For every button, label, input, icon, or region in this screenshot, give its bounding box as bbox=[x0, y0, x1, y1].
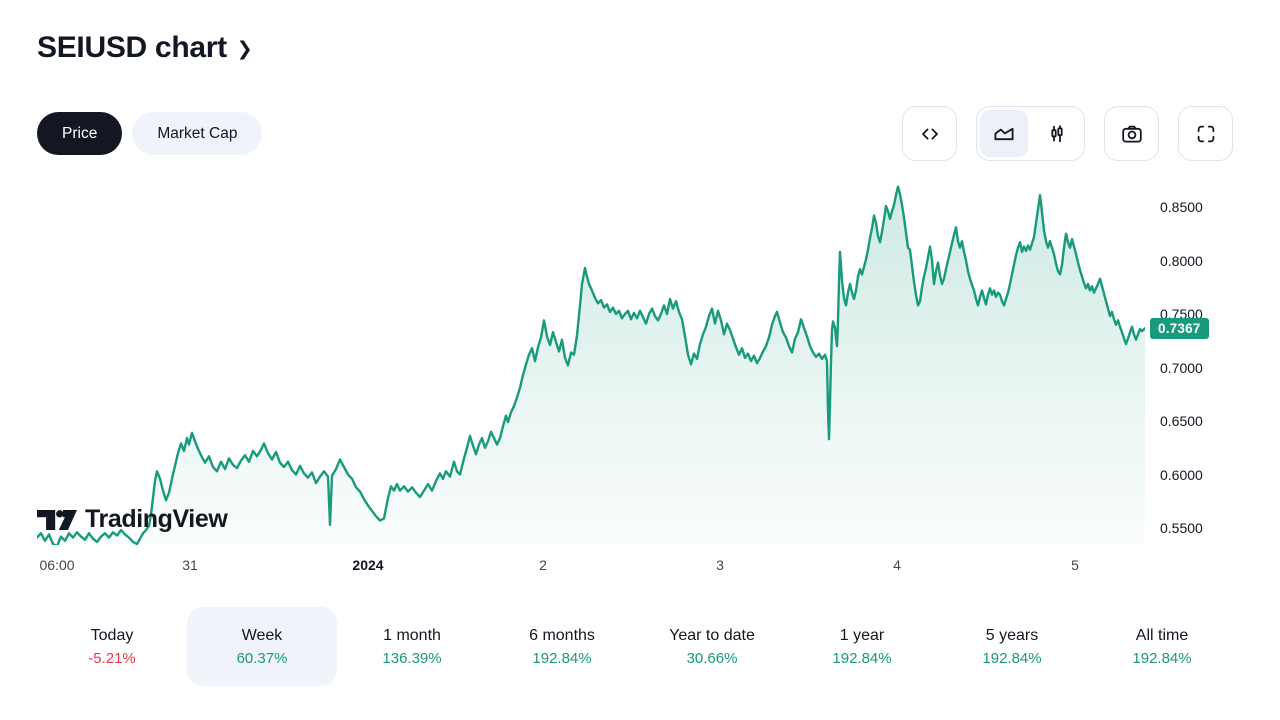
page-title: SEIUSD chart bbox=[37, 31, 227, 64]
chart-style-toggle bbox=[976, 106, 1085, 161]
time-axis-label: 4 bbox=[893, 557, 901, 573]
price-axis-label: 0.7000 bbox=[1160, 360, 1203, 376]
time-axis-label: 2 bbox=[539, 557, 547, 573]
range-change: 30.66% bbox=[686, 649, 738, 667]
chart-area: 0.8500 0.8000 0.7500 0.7000 0.6500 0.6000 0.55… bbox=[0, 180, 1280, 580]
range-change: 192.84% bbox=[532, 649, 592, 667]
price-line bbox=[37, 185, 1145, 545]
tradingview-wordmark: TradingView bbox=[85, 505, 228, 533]
time-axis-label: 31 bbox=[182, 557, 198, 573]
tab-market-cap[interactable]: Market Cap bbox=[132, 112, 263, 155]
range-label: 5 years bbox=[985, 626, 1039, 644]
last-price-badge: 0.7367 bbox=[1150, 318, 1209, 339]
time-axis-label: 2024 bbox=[352, 557, 384, 573]
range-5-years[interactable]: 5 years 192.84% bbox=[937, 607, 1087, 686]
range-change: 136.39% bbox=[382, 649, 442, 667]
area-style-button[interactable] bbox=[980, 110, 1028, 157]
range-change: 192.84% bbox=[982, 649, 1042, 667]
range-label: Year to date bbox=[669, 626, 755, 644]
range-1-month[interactable]: 1 month 136.39% bbox=[337, 607, 487, 686]
price-area-fill bbox=[37, 186, 1145, 545]
embed-code-button[interactable] bbox=[902, 106, 957, 161]
range-label: Today bbox=[90, 626, 134, 644]
chevron-right-icon: ❯ bbox=[236, 39, 253, 60]
range-week[interactable]: Week 60.37% bbox=[187, 607, 337, 686]
range-today[interactable]: Today -5.21% bbox=[37, 607, 187, 686]
price-axis-label: 0.8500 bbox=[1160, 199, 1203, 215]
range-label: 6 months bbox=[529, 626, 595, 644]
price-axis-label: 0.8000 bbox=[1160, 253, 1203, 269]
range-year-to-date[interactable]: Year to date 30.66% bbox=[637, 607, 787, 686]
range-label: Week bbox=[241, 626, 283, 644]
price-chart-plot[interactable] bbox=[37, 180, 1145, 545]
header: SEIUSD chart ❯ bbox=[37, 31, 253, 65]
time-axis-label: 5 bbox=[1071, 557, 1079, 573]
range-change: 192.84% bbox=[832, 649, 892, 667]
candlestick-icon bbox=[1051, 124, 1063, 142]
range-change: -5.21% bbox=[88, 649, 136, 667]
range-change: 60.37% bbox=[236, 649, 288, 667]
snapshot-camera-button[interactable] bbox=[1104, 106, 1159, 161]
tradingview-logo-icon bbox=[37, 509, 77, 530]
tab-price[interactable]: Price bbox=[37, 112, 123, 155]
range-label: All time bbox=[1135, 626, 1189, 644]
time-axis-label: 06:00 bbox=[39, 557, 75, 573]
fullscreen-button[interactable] bbox=[1178, 106, 1233, 161]
price-marketcap-toggle: Price Market Cap bbox=[37, 112, 263, 155]
camera-icon bbox=[1121, 125, 1142, 143]
embed-code-icon bbox=[921, 128, 938, 139]
range-6-months[interactable]: 6 months 192.84% bbox=[487, 607, 637, 686]
range-1-year[interactable]: 1 year 192.84% bbox=[787, 607, 937, 686]
range-label: 1 month bbox=[383, 626, 441, 644]
chart-title-link[interactable]: SEIUSD chart ❯ bbox=[37, 31, 253, 65]
time-axis-label: 3 bbox=[716, 557, 724, 573]
range-label: 1 year bbox=[839, 626, 885, 644]
chart-toolbar bbox=[902, 106, 1233, 161]
candles-style-button[interactable] bbox=[1033, 110, 1081, 157]
price-axis-label: 0.6500 bbox=[1160, 413, 1203, 429]
tradingview-attribution-link[interactable]: TradingView bbox=[37, 505, 228, 534]
fullscreen-icon bbox=[1197, 125, 1214, 142]
price-axis-label: 0.6000 bbox=[1160, 467, 1203, 483]
range-all-time[interactable]: All time 192.84% bbox=[1087, 607, 1237, 686]
range-change: 192.84% bbox=[1132, 649, 1192, 667]
range-selector: Today -5.21% Week 60.37% 1 month 136.39% 6 mon… bbox=[37, 607, 1237, 686]
price-axis-label: 0.5500 bbox=[1160, 520, 1203, 536]
area-chart-icon bbox=[994, 127, 1014, 140]
